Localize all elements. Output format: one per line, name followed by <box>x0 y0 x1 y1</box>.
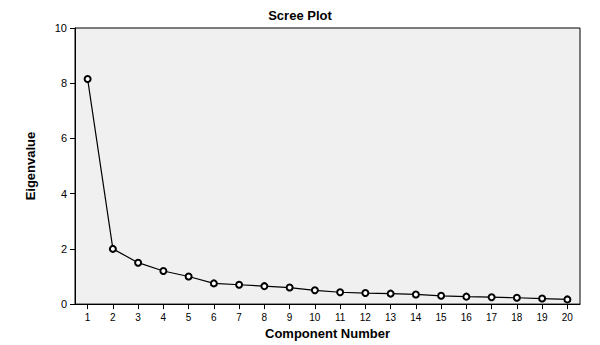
svg-text:4: 4 <box>161 312 167 323</box>
svg-text:6: 6 <box>211 312 217 323</box>
svg-text:13: 13 <box>385 312 397 323</box>
svg-text:Eigenvalue: Eigenvalue <box>23 132 38 201</box>
svg-text:12: 12 <box>360 312 372 323</box>
svg-text:4: 4 <box>61 188 67 200</box>
svg-text:14: 14 <box>410 312 422 323</box>
svg-text:2: 2 <box>110 312 116 323</box>
svg-text:1: 1 <box>85 312 91 323</box>
svg-text:10: 10 <box>55 22 67 34</box>
svg-text:10: 10 <box>309 312 321 323</box>
svg-text:6: 6 <box>61 132 67 144</box>
svg-text:18: 18 <box>511 312 523 323</box>
svg-text:5: 5 <box>186 312 192 323</box>
svg-text:7: 7 <box>236 312 242 323</box>
svg-text:2: 2 <box>61 243 67 255</box>
svg-text:8: 8 <box>262 312 268 323</box>
svg-text:9: 9 <box>287 312 293 323</box>
svg-text:16: 16 <box>461 312 473 323</box>
svg-text:17: 17 <box>486 312 498 323</box>
svg-text:8: 8 <box>61 77 67 89</box>
svg-text:19: 19 <box>537 312 549 323</box>
svg-text:3: 3 <box>135 312 141 323</box>
svg-text:0: 0 <box>61 298 67 310</box>
svg-text:Scree Plot: Scree Plot <box>268 8 332 23</box>
svg-text:20: 20 <box>562 312 574 323</box>
svg-text:15: 15 <box>436 312 448 323</box>
svg-text:11: 11 <box>335 312 346 323</box>
svg-text:Component Number: Component Number <box>265 326 390 341</box>
